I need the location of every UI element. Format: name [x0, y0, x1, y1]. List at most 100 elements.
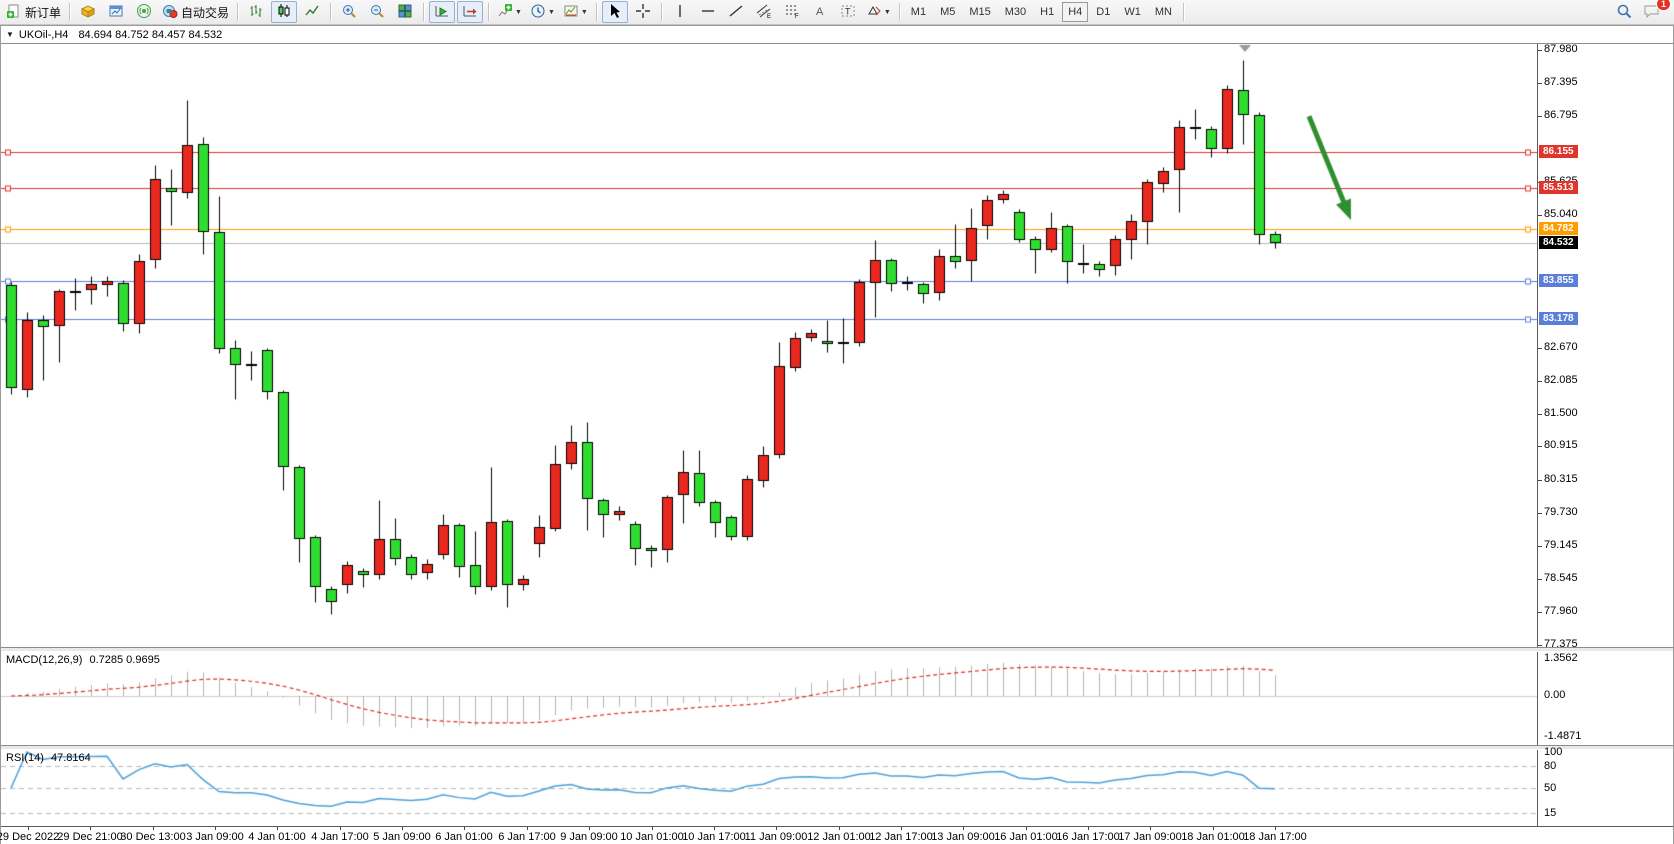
time-axis-label: 3 Jan 09:00	[186, 831, 244, 843]
time-tick-mark	[277, 827, 278, 830]
auto-trading-label: 自动交易	[181, 5, 230, 20]
indicators-button[interactable]: ▼	[494, 1, 525, 23]
toolbar-separator	[898, 3, 900, 21]
rsi-canvas[interactable]	[1, 750, 1537, 826]
signal-icon	[136, 3, 152, 22]
zoom-out-button[interactable]	[364, 1, 390, 23]
notifications-button[interactable]: 1	[1639, 0, 1671, 23]
channel-icon: E	[756, 3, 772, 22]
notification-count-badge[interactable]: 1	[1655, 0, 1671, 11]
time-axis-label: 11 Jan 09:00	[744, 831, 808, 843]
timeframe-M1[interactable]: M1	[910, 6, 927, 18]
template-icon	[563, 3, 579, 22]
tile-windows-button[interactable]	[392, 1, 418, 23]
rsi-axis-label: 100	[1544, 746, 1563, 758]
time-tick-mark	[963, 827, 964, 830]
timeframe-M15[interactable]: M15	[969, 6, 991, 18]
level-price-badge[interactable]: 83.855	[1539, 274, 1578, 287]
horizontal-line-icon	[700, 3, 716, 22]
dropdown-caret[interactable]: ▼	[883, 8, 891, 16]
price-tick-label: 87.980	[1544, 43, 1578, 55]
pane-splitter[interactable]	[1, 647, 1673, 652]
time-axis-label: 6 Jan 01:00	[435, 831, 493, 843]
timeframe-M30[interactable]: M30	[1004, 6, 1027, 18]
chart-title-bar[interactable]: ▼ UKOil-,H4 84.694 84.752 84.457 84.532	[1, 26, 1673, 44]
text-button[interactable]: A	[807, 1, 833, 23]
time-tick-mark	[464, 827, 465, 830]
timeframe-H4[interactable]: H4	[1062, 2, 1089, 22]
timeframe-W1[interactable]: W1	[1124, 6, 1141, 18]
toolbar-separator	[423, 3, 425, 21]
toolbar-separator	[237, 3, 239, 21]
macd-pane[interactable]: MACD(12,26,9) 0.7285 0.9695 1.3562 0.00 -1…	[1, 652, 1673, 745]
price-chart-pane[interactable]: 87.98087.39586.79585.62585.04082.67082.0…	[1, 43, 1673, 650]
line-chart-icon	[304, 3, 320, 22]
templates-button[interactable]: ▼	[560, 1, 591, 23]
zoom-in-button[interactable]	[336, 1, 362, 23]
timeframe-D1[interactable]: D1	[1096, 6, 1111, 18]
time-tick-mark	[153, 827, 154, 830]
timeframe-H1[interactable]: H1	[1040, 6, 1055, 18]
shapes-button[interactable]: ▼	[863, 1, 894, 23]
dropdown-caret[interactable]: ▼	[515, 8, 522, 16]
cursor-button[interactable]	[601, 1, 628, 23]
rsi-axis-label: 80	[1544, 760, 1557, 772]
tile-windows-icon	[397, 3, 413, 22]
timeframe-M5[interactable]: M5	[940, 6, 956, 18]
current-price-badge[interactable]: 84.532	[1539, 236, 1578, 249]
timeframe-MN[interactable]: MN	[1154, 6, 1172, 18]
line-chart-button[interactable]	[299, 1, 325, 23]
toolbar-separator	[660, 3, 662, 21]
fibonacci-button[interactable]: F	[779, 1, 805, 23]
level-price-badge[interactable]: 85.513	[1539, 181, 1578, 194]
candlestick-chart-canvas[interactable]	[1, 44, 1537, 647]
price-axis[interactable]: 87.98087.39586.79585.62585.04082.67082.0…	[1537, 43, 1673, 650]
dropdown-caret[interactable]: ▼	[547, 8, 555, 16]
crosshair-button[interactable]	[630, 1, 656, 23]
auto-trading-button[interactable]: 自动交易	[159, 1, 232, 23]
rsi-axis: 100 80 50 15	[1537, 746, 1673, 826]
text-a-icon: A	[812, 3, 828, 22]
time-tick-mark	[1213, 827, 1214, 830]
new-order-button[interactable]: 新订单	[3, 1, 64, 23]
price-tick-mark	[1538, 645, 1542, 646]
rsi-pane[interactable]: RSI(14) 47.8164 100 80 50 15	[1, 746, 1673, 826]
pane-splitter[interactable]	[1, 745, 1673, 750]
level-price-badge[interactable]: 83.178	[1539, 312, 1578, 325]
time-axis-label: 9 Jan 09:00	[560, 831, 618, 843]
auto-scroll-button[interactable]	[429, 1, 456, 23]
periods-button[interactable]: ▼	[527, 1, 558, 23]
macd-values: 0.7285 0.9695	[89, 654, 160, 666]
vertical-line-icon	[672, 3, 688, 22]
time-axis-label: 10 Jan 01:00	[620, 831, 684, 843]
price-tick-mark	[1538, 116, 1542, 117]
candlestick-chart-button[interactable]	[271, 1, 298, 23]
dropdown-caret[interactable]: ▼	[580, 8, 588, 16]
text-label-button[interactable]: T	[835, 1, 861, 23]
macd-canvas[interactable]	[1, 652, 1537, 745]
chevron-down-icon[interactable]: ▼	[6, 30, 14, 39]
bar-chart-button[interactable]	[243, 1, 269, 23]
new-chart-button[interactable]	[103, 1, 129, 23]
horizontal-line-button[interactable]	[695, 1, 721, 23]
level-price-badge[interactable]: 84.782	[1539, 222, 1578, 235]
search-button[interactable]	[1611, 1, 1637, 23]
trendline-button[interactable]	[723, 1, 749, 23]
chart-shift-button[interactable]	[457, 1, 484, 23]
price-tick-mark	[1538, 546, 1542, 547]
price-tick-mark	[1538, 215, 1542, 216]
price-tick-label: 85.040	[1544, 208, 1578, 220]
macd-label: MACD(12,26,9)	[6, 654, 83, 666]
chart-ohlc-readout: 84.694 84.752 84.457 84.532	[78, 28, 223, 41]
vertical-line-button[interactable]	[667, 1, 693, 23]
time-tick-mark	[839, 827, 840, 830]
time-axis[interactable]: 29 Dec 2022 29 Dec 21:00 30 Dec 13:00 3 Jan…	[0, 826, 1673, 844]
level-price-badge[interactable]: 86.155	[1539, 145, 1578, 158]
rsi-value: 47.8164	[50, 752, 91, 764]
market-watch-button[interactable]	[75, 1, 101, 23]
price-tick-mark	[1538, 50, 1542, 51]
signals-button[interactable]	[131, 1, 157, 23]
equidistant-channel-button[interactable]: E	[751, 1, 777, 23]
price-tick-label: 77.375	[1544, 638, 1578, 650]
rsi-axis-label: 50	[1544, 782, 1557, 794]
